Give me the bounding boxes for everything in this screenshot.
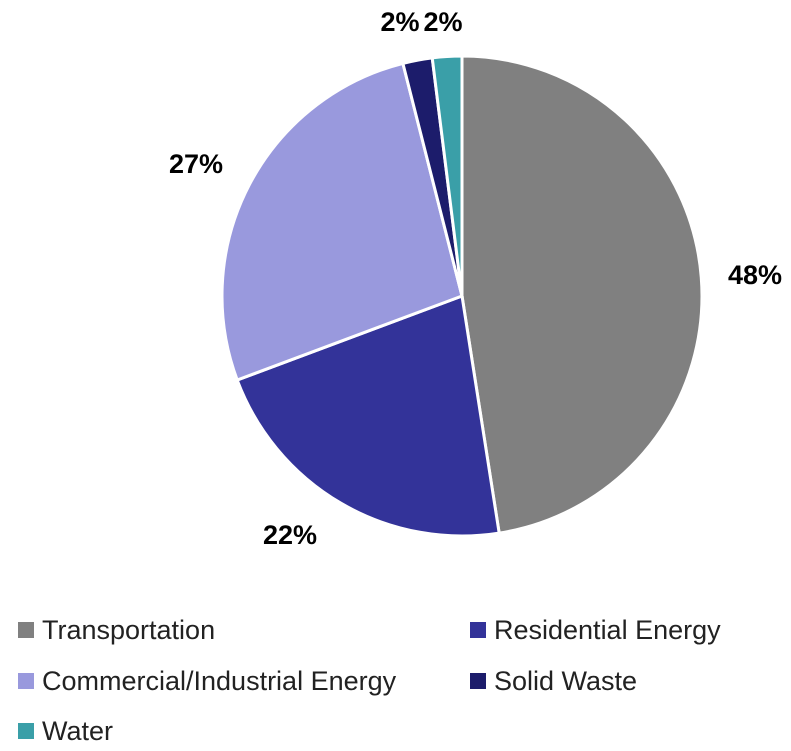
chart-legend: Transportation Residential Energy Commer… xyxy=(18,610,788,746)
legend-swatch-commercial-industrial-energy xyxy=(18,673,34,689)
legend-swatch-water xyxy=(18,723,34,739)
legend-label-transportation: Transportation xyxy=(42,614,216,645)
data-label-commercial-industrial-energy: 27% xyxy=(169,149,223,179)
legend-item-commercial-industrial-energy: Commercial/Industrial Energy xyxy=(18,661,396,701)
data-label-residential-energy: 22% xyxy=(263,520,317,550)
legend-swatch-solid-waste xyxy=(470,673,486,689)
pie-slices xyxy=(220,54,704,538)
legend-swatch-residential-energy xyxy=(470,622,486,638)
pie-slice-water xyxy=(430,54,464,297)
pie-data-labels: 48% 22% 27% 2% 2% xyxy=(169,7,782,550)
data-label-solid-waste: 2% xyxy=(380,7,419,37)
legend-item-transportation: Transportation xyxy=(18,610,215,650)
legend-item-water: Water xyxy=(18,711,113,751)
data-label-transportation: 48% xyxy=(728,260,782,290)
pie-slice-commercial-industrial-energy xyxy=(220,61,464,382)
legend-label-residential-energy: Residential Energy xyxy=(494,614,721,645)
legend-swatch-transportation xyxy=(18,622,34,638)
legend-label-solid-waste: Solid Waste xyxy=(494,665,638,696)
legend-label-water: Water xyxy=(42,715,114,746)
legend-item-residential-energy: Residential Energy xyxy=(470,610,721,650)
data-label-water: 2% xyxy=(423,7,462,37)
legend-item-solid-waste: Solid Waste xyxy=(470,661,637,701)
legend-label-commercial-industrial-energy: Commercial/Industrial Energy xyxy=(42,665,397,696)
pie-slice-transportation xyxy=(460,54,704,535)
